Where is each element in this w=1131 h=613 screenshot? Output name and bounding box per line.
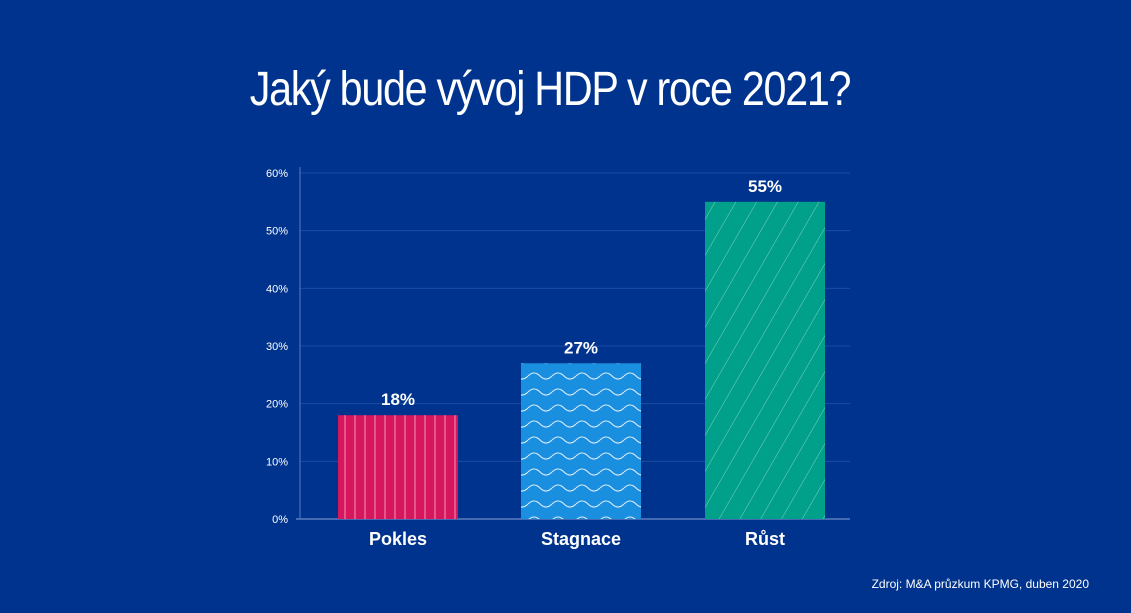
y-tick-label: 0% (272, 514, 288, 526)
y-tick-label: 40% (266, 283, 288, 295)
source-note: Zdroj: M&A průzkum KPMG, duben 2020 (871, 577, 1089, 591)
category-label: Růst (745, 529, 785, 549)
chart-title: Jaký bude vývoj HDP v roce 2021? (249, 63, 852, 116)
y-tick-label: 10% (266, 456, 288, 468)
y-tick-label: 50% (266, 226, 288, 238)
value-label: 18% (381, 390, 415, 409)
bars (338, 201, 825, 520)
y-tick-label: 20% (266, 399, 288, 411)
bar-stagnace-pattern (521, 363, 641, 519)
y-tick-label: 30% (266, 341, 288, 353)
value-label: 55% (748, 177, 782, 196)
bar-pokles-pattern (338, 415, 458, 519)
y-tick-label: 60% (266, 168, 288, 180)
category-label: Pokles (369, 529, 427, 549)
bar-rust-pattern (705, 201, 825, 520)
labels: 0% 10% 20% 30% 40% 50% 60% 18% Pokles 27% Stagnace… (266, 168, 785, 549)
value-label: 27% (564, 338, 598, 357)
category-label: Stagnace (541, 529, 621, 549)
